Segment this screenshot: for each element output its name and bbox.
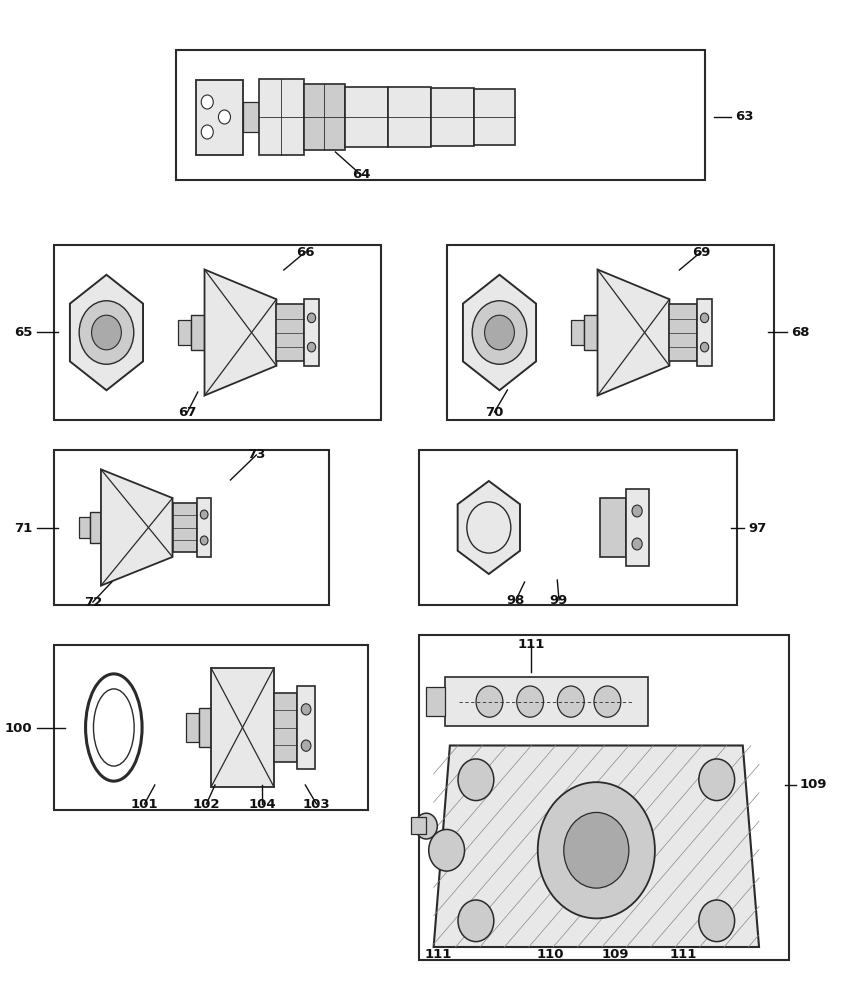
Text: 97: 97: [748, 522, 766, 534]
Text: 99: 99: [550, 593, 568, 606]
Circle shape: [301, 704, 311, 715]
Bar: [571, 320, 585, 345]
Text: 103: 103: [303, 798, 330, 810]
Bar: [173, 503, 197, 552]
Bar: [196, 80, 243, 154]
Bar: [345, 87, 388, 147]
Text: 67: 67: [178, 406, 197, 418]
Bar: [411, 817, 427, 834]
Text: 109: 109: [800, 778, 827, 792]
Bar: [212, 668, 273, 787]
Text: 65: 65: [15, 326, 33, 338]
Text: 72: 72: [83, 595, 102, 608]
Circle shape: [700, 342, 709, 352]
Circle shape: [415, 813, 437, 839]
Bar: [197, 498, 211, 557]
Circle shape: [538, 782, 655, 918]
Bar: [54, 450, 329, 605]
Circle shape: [517, 686, 544, 717]
Bar: [669, 304, 697, 360]
Bar: [474, 89, 515, 145]
Text: 73: 73: [247, 448, 266, 462]
Circle shape: [699, 900, 734, 942]
Circle shape: [201, 125, 213, 139]
Bar: [90, 512, 101, 543]
Bar: [54, 245, 381, 420]
Text: 104: 104: [249, 798, 276, 810]
Circle shape: [218, 110, 230, 124]
Text: 101: 101: [131, 798, 158, 810]
Circle shape: [91, 315, 121, 350]
Bar: [431, 88, 474, 146]
Polygon shape: [101, 469, 173, 586]
Circle shape: [458, 900, 494, 942]
Polygon shape: [458, 481, 520, 574]
Bar: [298, 686, 315, 769]
Circle shape: [200, 510, 208, 519]
Text: 71: 71: [15, 522, 33, 534]
Bar: [419, 450, 737, 605]
Circle shape: [594, 686, 621, 717]
Bar: [445, 677, 648, 726]
Circle shape: [301, 740, 311, 751]
Text: 66: 66: [296, 245, 315, 258]
Polygon shape: [433, 746, 759, 947]
Bar: [585, 315, 598, 350]
Bar: [192, 315, 205, 350]
Circle shape: [200, 536, 208, 545]
Circle shape: [201, 95, 213, 109]
Bar: [79, 517, 90, 538]
Polygon shape: [205, 270, 276, 395]
Bar: [54, 645, 368, 810]
Circle shape: [700, 313, 709, 323]
Circle shape: [564, 812, 629, 888]
Text: 70: 70: [485, 406, 504, 418]
Circle shape: [458, 759, 494, 801]
Text: 110: 110: [537, 948, 564, 960]
Bar: [304, 84, 345, 150]
Circle shape: [632, 538, 642, 550]
Text: 68: 68: [791, 326, 810, 338]
Text: 100: 100: [5, 722, 33, 734]
Circle shape: [484, 315, 514, 350]
Bar: [178, 320, 192, 345]
Bar: [199, 708, 212, 747]
Polygon shape: [463, 275, 536, 390]
Text: 98: 98: [507, 593, 525, 606]
Bar: [176, 50, 705, 180]
Circle shape: [472, 301, 527, 364]
Circle shape: [632, 505, 642, 517]
Bar: [427, 687, 445, 716]
Circle shape: [429, 829, 464, 871]
Bar: [273, 693, 298, 762]
Circle shape: [307, 313, 316, 323]
Circle shape: [699, 759, 734, 801]
Bar: [259, 79, 304, 155]
Circle shape: [307, 342, 316, 352]
Circle shape: [79, 301, 134, 364]
Text: 111: 111: [518, 639, 545, 652]
Text: 111: 111: [425, 948, 452, 960]
Text: 111: 111: [670, 948, 697, 960]
Polygon shape: [70, 275, 143, 390]
Text: 63: 63: [735, 110, 754, 123]
Bar: [697, 299, 712, 366]
Bar: [447, 245, 774, 420]
Bar: [186, 713, 199, 742]
Bar: [419, 635, 789, 960]
Bar: [388, 87, 431, 147]
Bar: [304, 299, 319, 366]
Circle shape: [476, 686, 503, 717]
Text: 102: 102: [193, 798, 220, 810]
Bar: [625, 489, 648, 566]
Text: 69: 69: [691, 245, 710, 258]
Text: 64: 64: [352, 168, 371, 182]
Circle shape: [557, 686, 584, 717]
Bar: [276, 304, 304, 360]
Bar: [600, 498, 625, 557]
Polygon shape: [598, 270, 669, 395]
Bar: [243, 102, 259, 132]
Text: 109: 109: [601, 948, 629, 960]
